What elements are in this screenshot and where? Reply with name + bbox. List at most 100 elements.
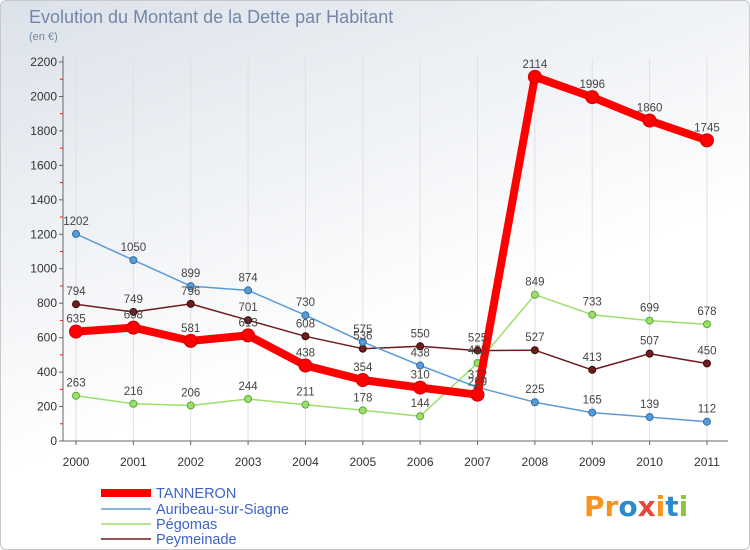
legend-label-auribeau: Auribeau-sur-Siagne	[156, 502, 289, 518]
data-label-auribeau-sur-siagne: 575	[353, 324, 372, 336]
data-label-peymeinade: 608	[296, 318, 315, 330]
x-tick-label: 2008	[522, 455, 549, 469]
legend-label-pegomas: Pégomas	[156, 517, 217, 533]
data-point-p-gomas	[186, 401, 195, 410]
data-point-p-gomas	[72, 391, 80, 400]
logo-letter: x	[638, 490, 656, 523]
data-point-p-gomas	[244, 394, 253, 403]
data-label-peymeinade: 796	[181, 286, 200, 298]
data-label-tanneron: 1745	[694, 122, 720, 134]
y-tick-label: 0	[50, 434, 57, 448]
data-label-auribeau-sur-siagne: 1202	[63, 216, 89, 228]
data-point-p-gomas	[416, 412, 425, 421]
y-tick-label: 1000	[30, 262, 57, 276]
data-point-tanneron	[183, 333, 198, 348]
data-point-tanneron	[69, 324, 83, 339]
x-tick-label: 2009	[579, 455, 606, 469]
data-point-tanneron	[126, 320, 141, 335]
data-label-auribeau-sur-siagne: 730	[296, 297, 315, 309]
x-tick-label: 2002	[177, 455, 204, 469]
data-point-peymeinade	[301, 332, 310, 341]
data-label-auribeau-sur-siagne: 438	[411, 348, 430, 360]
data-point-auribeau-sur-siagne	[186, 282, 195, 291]
data-point-auribeau-sur-siagne	[244, 286, 253, 295]
data-label-p-gomas: 244	[238, 381, 258, 393]
data-point-auribeau-sur-siagne	[645, 413, 654, 422]
data-point-p-gomas	[645, 316, 654, 325]
y-tick-label: 200	[37, 400, 57, 414]
data-label-p-gomas: 216	[124, 386, 143, 398]
data-point-auribeau-sur-siagne	[588, 408, 597, 417]
y-tick-label: 400	[37, 365, 57, 379]
data-label-auribeau-sur-siagne: 874	[238, 272, 258, 284]
series-line-auribeau-sur-siagne	[75, 233, 708, 423]
data-point-p-gomas	[358, 406, 367, 415]
data-label-peymeinade: 701	[238, 302, 257, 314]
data-point-auribeau-sur-siagne	[416, 361, 425, 370]
data-label-tanneron: 613	[238, 317, 257, 329]
axes	[62, 56, 728, 442]
x-tick-label: 2010	[636, 455, 663, 469]
data-label-p-gomas: 678	[697, 306, 716, 318]
data-point-p-gomas	[129, 399, 138, 408]
series-line-tanneron	[72, 72, 711, 399]
data-label-peymeinade: 536	[353, 331, 372, 343]
logo-letter: i	[656, 490, 666, 523]
logo-letter: P	[584, 490, 605, 523]
data-label-peymeinade: 794	[66, 286, 86, 298]
data-labels: 635 658 581 613 438 354 310 269 2114 1996 1860 1745…	[63, 59, 720, 416]
y-tick-label: 1400	[30, 193, 57, 207]
data-label-tanneron: 310	[411, 370, 430, 382]
data-label-p-gomas: 144	[411, 398, 431, 410]
data-label-auribeau-sur-siagne: 112	[698, 404, 716, 416]
data-point-p-gomas	[301, 400, 310, 409]
data-point-peymeinade	[358, 344, 367, 353]
data-point-tanneron	[298, 358, 313, 373]
data-label-p-gomas: 699	[640, 303, 659, 315]
data-label-tanneron: 635	[66, 314, 85, 326]
legend-item-peymeinade: Peymeinade	[101, 532, 237, 548]
data-label-tanneron: 1996	[579, 79, 605, 91]
data-point-peymeinade	[129, 307, 138, 316]
y-tick-label: 600	[37, 331, 57, 345]
legend-label-tanneron: TANNERON	[156, 486, 236, 502]
data-point-tanneron	[355, 373, 370, 388]
data-point-tanneron	[470, 387, 485, 402]
data-label-peymeinade: 525	[468, 333, 487, 345]
data-label-tanneron: 269	[468, 377, 487, 389]
series-line-p-gomas	[75, 293, 708, 417]
legend: TANNERON Auribeau-sur-Siagne Pégomas Pey…	[101, 486, 289, 548]
x-tick-label: 2011	[694, 455, 720, 469]
data-point-peymeinade	[702, 359, 711, 368]
data-label-auribeau-sur-siagne: 225	[525, 384, 544, 396]
x-tick-label: 2007	[464, 455, 491, 469]
y-axis-ticks: 0 200 400 600 800 1000 1200 1400 1600 1800 2000 220…	[30, 55, 63, 448]
data-label-tanneron: 2114	[523, 59, 548, 71]
data-point-auribeau-sur-siagne	[301, 311, 310, 320]
data-point-auribeau-sur-siagne	[358, 337, 367, 346]
series-lines	[69, 69, 714, 426]
data-point-tanneron	[699, 133, 714, 148]
y-tick-label: 1200	[30, 227, 57, 241]
y-tick-label: 2200	[30, 55, 57, 69]
chart-title: Evolution du Montant de la Dette par Hab…	[29, 7, 393, 27]
data-point-peymeinade	[72, 300, 80, 309]
x-tick-label: 2006	[407, 455, 434, 469]
data-label-p-gomas: 733	[583, 297, 602, 309]
data-label-peymeinade: 413	[583, 352, 602, 364]
data-label-auribeau-sur-siagne: 899	[181, 268, 200, 280]
y-tick-label: 800	[37, 296, 57, 310]
data-point-tanneron	[642, 113, 657, 128]
data-point-peymeinade	[244, 316, 253, 325]
data-point-peymeinade	[416, 342, 425, 351]
legend-item-auribeau: Auribeau-sur-Siagne	[101, 502, 289, 518]
x-axis-ticks: 2000 2001 2002 2003 2004 2005 2006 2007 2008 2009…	[63, 441, 720, 469]
x-tick-label: 2005	[349, 455, 376, 469]
data-label-p-gomas: 211	[296, 387, 314, 399]
data-label-tanneron: 438	[296, 348, 315, 360]
data-point-peymeinade	[473, 346, 482, 355]
data-label-auribeau-sur-siagne: 165	[583, 395, 602, 407]
data-label-auribeau-sur-siagne: 312	[468, 369, 487, 381]
